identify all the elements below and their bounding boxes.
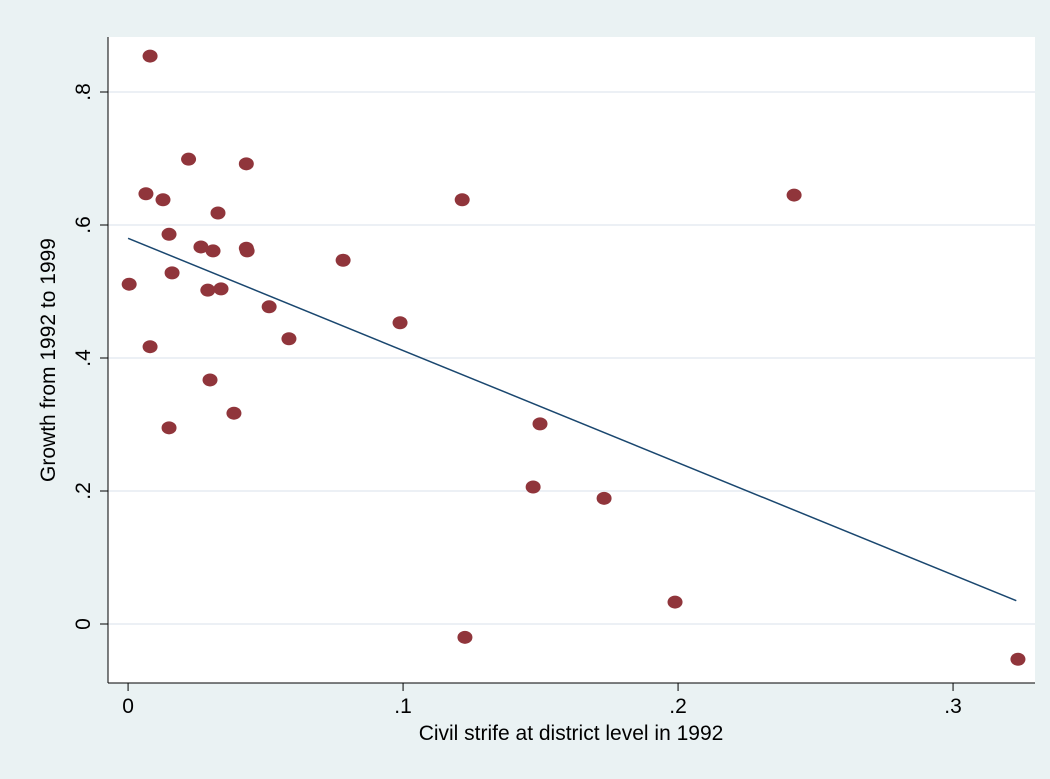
point xyxy=(1010,652,1026,666)
y-tick-label: 0 xyxy=(72,618,95,630)
point xyxy=(202,373,218,387)
point xyxy=(226,406,242,420)
point xyxy=(454,193,470,207)
point xyxy=(532,417,548,431)
y-tick-label: .6 xyxy=(72,216,95,234)
point xyxy=(261,300,277,314)
x-tick-label: .1 xyxy=(394,695,412,718)
x-axis-label: Civil strife at district level in 1992 xyxy=(419,722,724,745)
point xyxy=(121,277,137,291)
point xyxy=(667,595,683,609)
fit-line xyxy=(127,237,1017,602)
point xyxy=(138,187,154,201)
y-axis-label: Growth from 1992 to 1999 xyxy=(37,238,60,482)
point xyxy=(161,227,177,241)
point xyxy=(239,244,255,258)
point xyxy=(142,49,158,63)
point xyxy=(457,630,473,644)
point xyxy=(200,283,216,297)
point xyxy=(786,188,802,202)
x-tick-label: .2 xyxy=(669,695,687,718)
point xyxy=(193,240,209,254)
x-tick-label: 0 xyxy=(122,695,134,718)
point xyxy=(238,157,254,171)
y-tick-label: .2 xyxy=(72,482,95,500)
x-tick-label: .3 xyxy=(944,695,962,718)
point xyxy=(281,332,297,346)
point xyxy=(205,244,221,258)
y-tick-label: .4 xyxy=(72,349,95,367)
point xyxy=(181,152,197,166)
point xyxy=(213,282,229,296)
point xyxy=(161,421,177,435)
point xyxy=(392,316,408,330)
y-tick-label: .8 xyxy=(72,83,95,101)
point xyxy=(142,340,158,354)
point xyxy=(335,253,351,267)
point xyxy=(155,193,171,207)
point xyxy=(525,480,541,494)
point xyxy=(164,266,180,280)
point xyxy=(210,206,226,220)
point xyxy=(596,491,612,505)
plot-area xyxy=(108,37,1035,683)
